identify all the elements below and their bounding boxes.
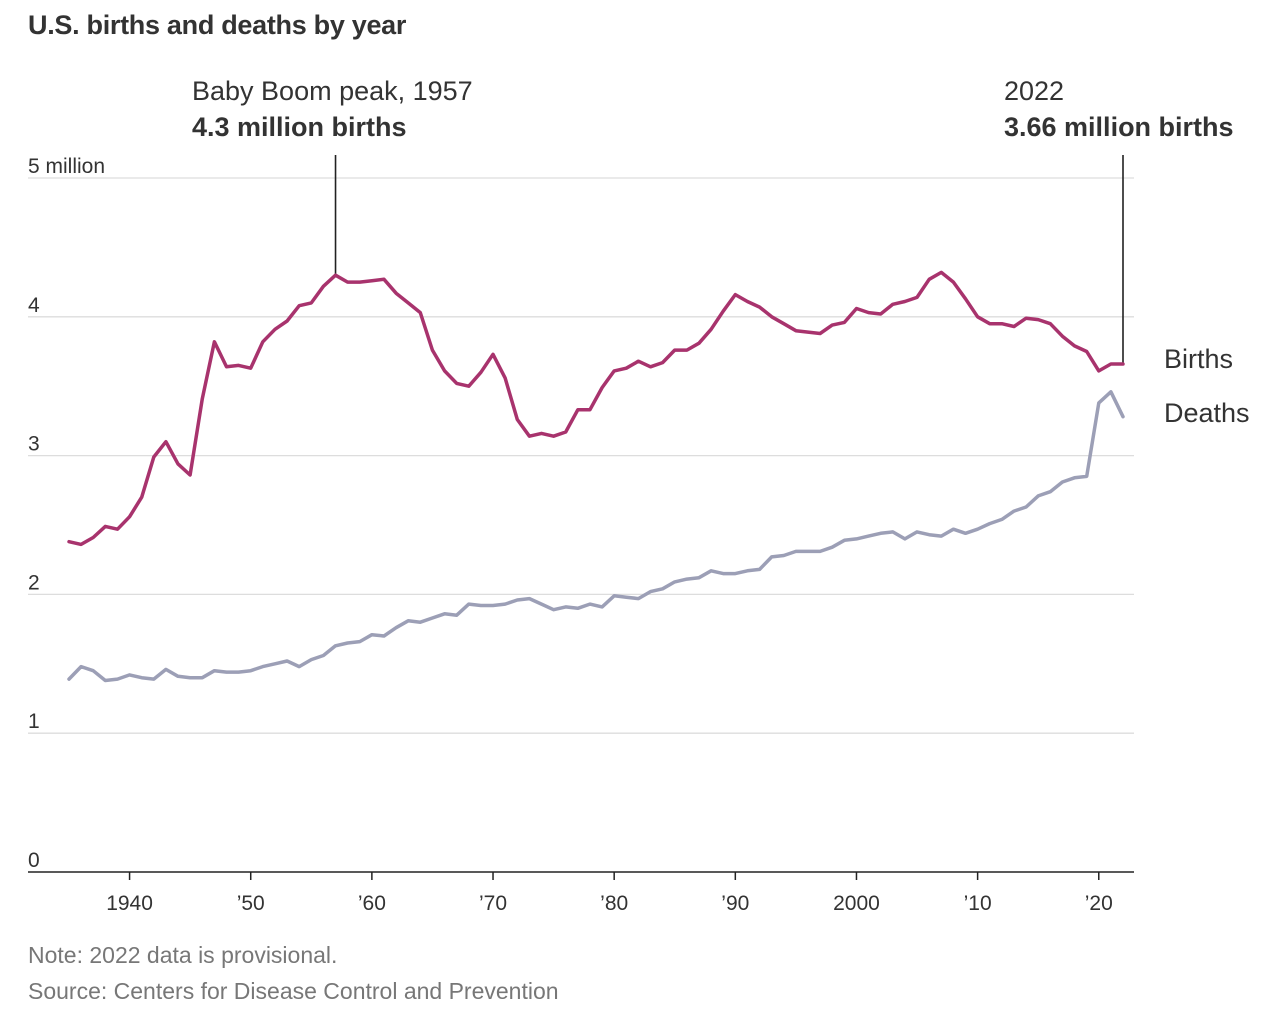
annotation-label: 2022 (1004, 76, 1064, 106)
footer-source: Source: Centers for Disease Control and … (28, 978, 559, 1004)
y-axis-ticks: 0 1 2 3 4 5 million (28, 155, 105, 872)
x-tick-label: 1940 (106, 892, 153, 915)
y-tick-label: 2 (28, 571, 40, 594)
x-tick-label: 2000 (833, 892, 880, 915)
y-tick-label: 0 (28, 849, 40, 872)
annotation-value: 4.3 million births (192, 112, 407, 142)
x-tick-label: ’20 (1085, 892, 1113, 915)
y-tick-label: 1 (28, 710, 40, 733)
gridlines (28, 177, 1134, 734)
x-tick-label: ’60 (358, 892, 386, 915)
annotation-label: Baby Boom peak, 1957 (192, 76, 473, 106)
y-tick-label: 4 (28, 294, 40, 317)
annotations: Baby Boom peak, 1957 4.3 million births 20… (192, 76, 1234, 364)
y-tick-label: 3 (28, 433, 40, 456)
x-tick-label: ’10 (964, 892, 992, 915)
series-lines (67, 270, 1125, 683)
chart-title: U.S. births and deaths by year (28, 10, 407, 40)
x-tick-label: ’90 (721, 892, 749, 915)
series-labels: Births Deaths (1164, 344, 1250, 428)
annotation-value: 3.66 million births (1004, 112, 1234, 142)
series-label-births: Births (1164, 344, 1233, 374)
y-tick-label: 5 million (28, 155, 105, 178)
x-tick-label: ’80 (600, 892, 628, 915)
series-line-deaths (67, 390, 1125, 683)
footer-note: Note: 2022 data is provisional. (28, 942, 338, 968)
x-tick-label: ’70 (479, 892, 507, 915)
x-tick-label: ’50 (237, 892, 265, 915)
series-line-births (67, 270, 1125, 547)
series-label-deaths: Deaths (1164, 398, 1250, 428)
x-axis-ticks: 1940 ’50 ’60 ’70 ’80 ’90 2000 ’10 ’20 (106, 872, 1113, 915)
